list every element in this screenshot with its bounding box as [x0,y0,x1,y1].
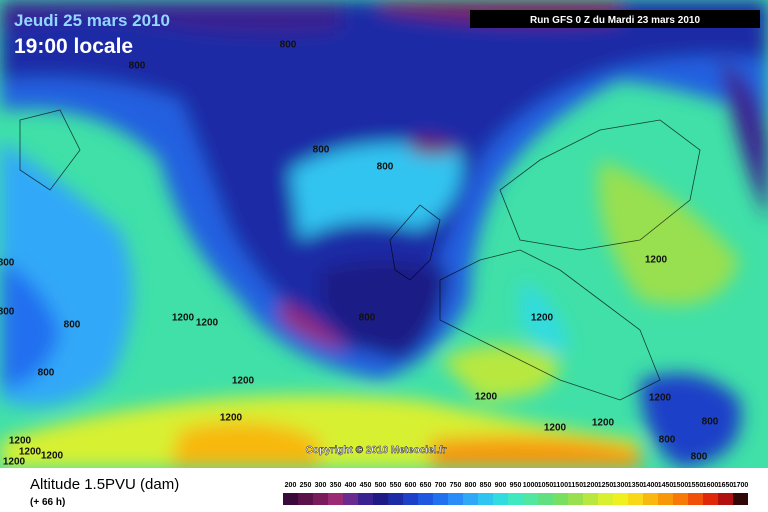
contour-label: 1200 [9,436,32,447]
run-text: Run GFS 0 Z du Mardi 23 mars 2010 [530,15,700,26]
contour-label: 1200 [475,392,498,403]
colorbar-label: 1650 [718,482,734,489]
colorbar-label: 1500 [673,482,689,489]
contour-label: 1200 [220,413,243,424]
colorbar-cell [463,493,478,505]
colorbar-label: 1200 [583,482,599,489]
colorbar-label: 1150 [568,482,583,489]
colorbar-label: 1600 [703,482,719,489]
colorbar-label: 200 [285,482,297,489]
colorbar-label: 1700 [733,482,749,489]
colorbar-label: 1300 [613,482,629,489]
colorbar-label: 900 [495,482,507,489]
colorbar-label: 1250 [598,482,614,489]
time-title: 19:00 locale [14,35,133,58]
contour-label: 1200 [196,318,219,329]
colorbar-label: 800 [465,482,477,489]
colorbar-cell [493,493,508,505]
lead-time: (+ 66 h) [30,497,65,508]
date-title: Jeudi 25 mars 2010 [14,11,170,30]
colorbar-cell [328,493,343,505]
colorbar-cell [373,493,388,505]
contour-label: 800 [313,145,330,156]
colorbar-cell [628,493,643,505]
colorbar-cell [688,493,703,505]
colorbar-cell [568,493,583,505]
colorbar-cell [583,493,598,505]
contour-label: 800 [0,307,15,318]
contour-label: 800 [280,40,297,51]
colorbar-cell [313,493,328,505]
colorbar-cell [403,493,418,505]
contour-label: 1200 [544,423,567,434]
colorbar-label: 500 [375,482,387,489]
contour-label: 1200 [531,313,554,324]
contour-label: 800 [0,258,15,269]
colorbar-cell [358,493,373,505]
colorbar-cell [388,493,403,505]
colorbar-cell [433,493,448,505]
colorbar-label: 1550 [688,482,704,489]
colorbar-cell [718,493,733,505]
colorbar-label: 550 [390,482,402,489]
colorbar-cell [448,493,463,505]
map-field [0,0,768,468]
colorbar-cell [643,493,658,505]
colorbar-cell [418,493,433,505]
run-box [470,10,760,28]
colorbar-cell [658,493,673,505]
colorbar-cell [673,493,688,505]
colorbar-label: 450 [360,482,372,489]
colorbar-label: 1350 [628,482,644,489]
copyright: Copyright © 2010 Meteociel.fr [306,445,447,456]
contour-label: 1200 [19,447,42,458]
colorbar-label: 1050 [538,482,554,489]
contour-label: 800 [659,435,676,446]
contour-label: 800 [64,320,81,331]
colorbar-cell [343,493,358,505]
colorbar-cell [523,493,538,505]
contour-label: 800 [377,162,394,173]
colorbar-label: 250 [300,482,312,489]
colorbar-label: 600 [405,482,417,489]
colorbar-cell [598,493,613,505]
colorbar-label: 400 [345,482,357,489]
colorbar-cell [613,493,628,505]
contour-label: 1200 [232,376,255,387]
contour-label: 1200 [41,451,64,462]
footer-title: Altitude 1.5PVU (dam) [30,476,179,493]
contour-label: 1200 [592,418,615,429]
colorbar-cell [298,493,313,505]
colorbar-cell [478,493,493,505]
contour-label: 1200 [645,255,668,266]
colorbar-label: 300 [315,482,327,489]
contour-label: 800 [691,452,708,463]
colorbar-label: 750 [450,482,462,489]
contour-label: 800 [702,417,719,428]
colorbar-cell [553,493,568,505]
colorbar-cell [703,493,718,505]
colorbar-label: 1400 [643,482,659,489]
colorbar-label: 700 [435,482,447,489]
colorbar-label: 350 [330,482,342,489]
colorbar-label: 850 [480,482,492,489]
colorbar-label: 1100 [553,482,568,489]
contour-label: 800 [38,368,55,379]
colorbar-label: 1000 [523,482,539,489]
contour-label: 800 [129,61,146,72]
colorbar-cell [733,493,748,505]
contour-label: 1200 [3,457,26,468]
colorbar-cell [283,493,298,505]
contour-label: 800 [359,313,376,324]
contour-label: 1200 [172,313,195,324]
contour-label: 1200 [649,393,672,404]
colorbar-cell [538,493,553,505]
colorbar-label: 1450 [658,482,674,489]
colorbar-label: 950 [510,482,522,489]
colorbar-cell [508,493,523,505]
colorbar-label: 650 [420,482,432,489]
